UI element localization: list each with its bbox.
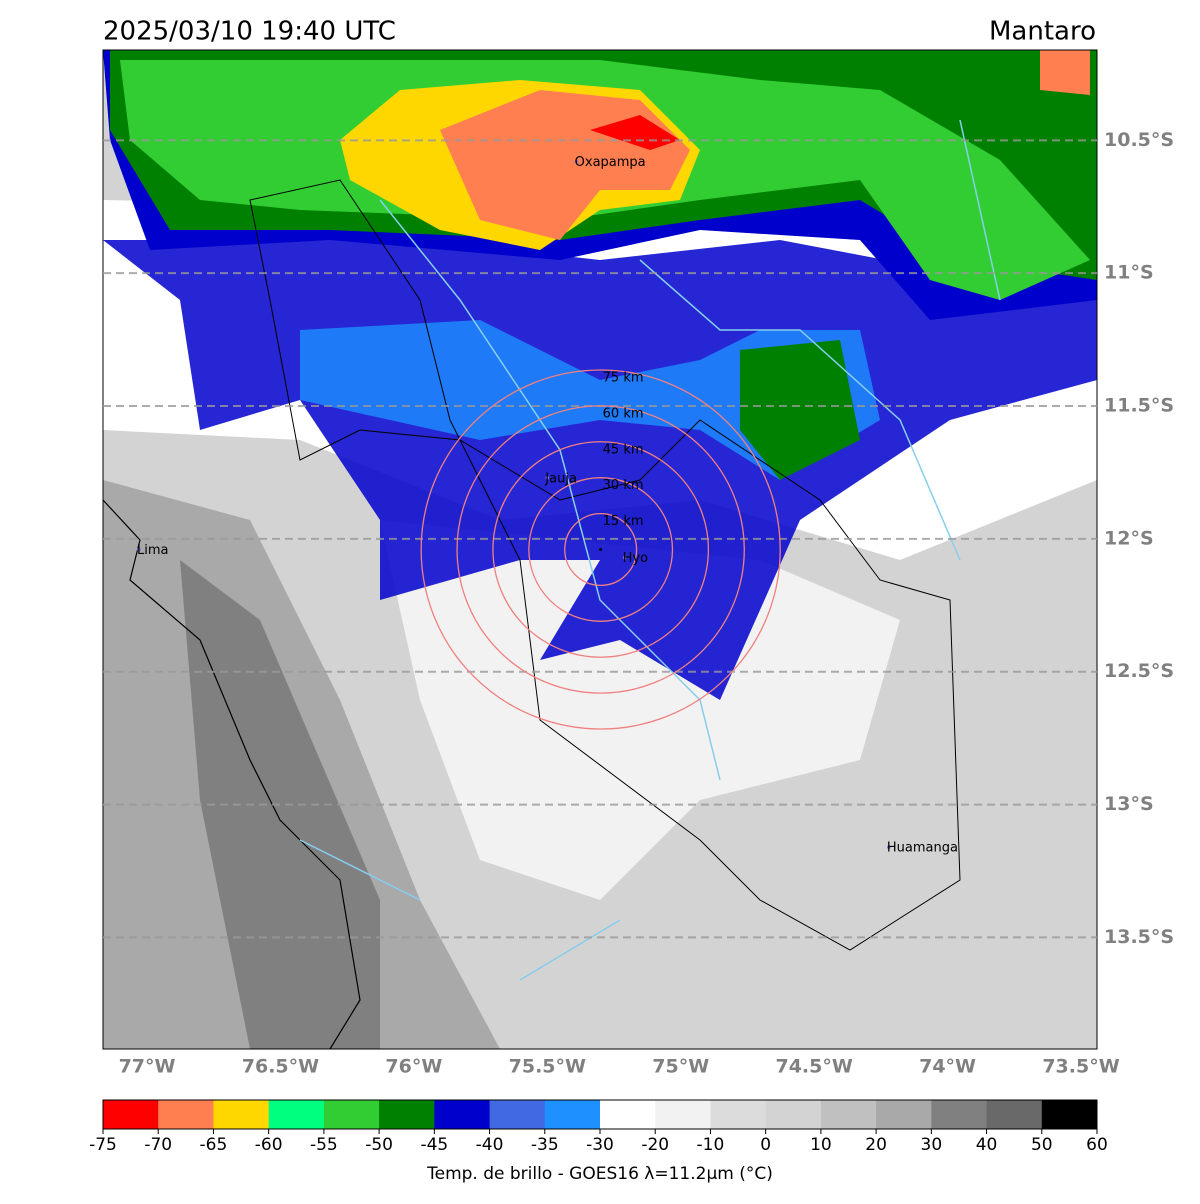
lat-label: 13°S <box>1104 793 1154 815</box>
colorbar-tick-label: -70 <box>144 1135 172 1155</box>
colorbar-bin <box>931 1100 988 1129</box>
lon-label: 76.5°W <box>242 1056 319 1078</box>
colorbar-bin <box>213 1100 270 1129</box>
colorbar-tick-label: -10 <box>697 1135 725 1155</box>
city-label: Jauja <box>544 471 577 486</box>
region: Mantaro <box>989 17 1096 47</box>
lon-label: 74°W <box>919 1056 976 1078</box>
colorbar-label: Temp. de brillo - GOES16 λ=11.2μm (°C) <box>426 1164 773 1184</box>
colorbar-tick-label: 0 <box>760 1135 771 1155</box>
ring-center <box>599 548 603 551</box>
lon-label: 75°W <box>652 1056 709 1078</box>
colorbar-bin <box>876 1100 932 1129</box>
colorbar-tick-label: -65 <box>200 1135 228 1155</box>
colorbar-bin <box>158 1100 214 1129</box>
colorbar-tick-label: -55 <box>310 1135 338 1155</box>
city-label: Lima <box>137 543 168 558</box>
colorbar-bin <box>765 1100 822 1129</box>
lon-label: 75.5°W <box>509 1056 586 1078</box>
colorbar-bin <box>710 1100 767 1129</box>
map-frame <box>102 49 1098 1050</box>
colorbar-tick-label: -45 <box>420 1135 448 1155</box>
ring-label: 60 km <box>603 406 644 421</box>
colorbar-tick-label: 40 <box>976 1135 998 1155</box>
colorbar-bin <box>489 1100 546 1129</box>
colorbar-bin <box>820 1100 877 1129</box>
city-dot <box>574 159 579 164</box>
range-ring <box>492 441 710 658</box>
range-ring <box>456 405 745 694</box>
colorbar-bin <box>323 1100 380 1129</box>
lon-label: 76°W <box>385 1056 442 1078</box>
colorbar-tick-label: -40 <box>476 1135 504 1155</box>
range-ring <box>564 512 638 587</box>
lat-label: 11°S <box>1104 262 1154 284</box>
city-label: Huamanga <box>887 841 958 856</box>
city-dot <box>622 555 627 560</box>
lat-label: 10.5°S <box>1104 129 1174 151</box>
colorbar-bin <box>434 1100 491 1129</box>
colorbar-tick-label: -50 <box>365 1135 393 1155</box>
colorbar-bin <box>986 1100 1043 1129</box>
colorbar-bin <box>103 1100 159 1129</box>
colorbar-tick-label: 20 <box>865 1135 887 1155</box>
colorbar-tick-label: 30 <box>921 1135 943 1155</box>
city-label: Oxapampa <box>575 155 646 170</box>
ring-label: 30 km <box>603 478 644 493</box>
range-ring <box>528 477 674 622</box>
lat-label: 12°S <box>1104 527 1154 549</box>
colorbar-tick-label: -20 <box>641 1135 669 1155</box>
lat-label: 13.5°S <box>1104 926 1174 948</box>
lat-label: 11.5°S <box>1104 395 1174 417</box>
title: 2025/03/10 19:40 UTC <box>103 17 396 47</box>
colorbar-tick-label: 60 <box>1086 1135 1108 1155</box>
lat-label: 12.5°S <box>1104 660 1174 682</box>
colorbar-tick-label: -30 <box>586 1135 614 1155</box>
ring-label: 15 km <box>603 514 644 529</box>
colorbar-bin <box>544 1100 601 1129</box>
lon-label: 73.5°W <box>1042 1056 1119 1078</box>
colorbar-bin <box>268 1100 325 1129</box>
lon-label: 74.5°W <box>775 1056 852 1078</box>
ring-label: 75 km <box>603 370 644 385</box>
ring-label: 45 km <box>603 442 644 457</box>
city-dot <box>137 547 141 552</box>
range-ring <box>420 369 781 730</box>
colorbar-bin <box>379 1100 435 1129</box>
colorbar-tick-label: -60 <box>255 1135 283 1155</box>
colorbar-bin <box>1041 1100 1098 1129</box>
lon-label: 77°W <box>119 1056 176 1078</box>
colorbar-tick-label: 50 <box>1031 1135 1053 1155</box>
colorbar-tick-label: -35 <box>531 1135 559 1155</box>
imagery <box>103 50 1097 1049</box>
colorbar-tick-label: 10 <box>810 1135 832 1155</box>
city-dot <box>545 475 550 480</box>
colorbar-bin <box>655 1100 711 1129</box>
colorbar-bin <box>600 1100 656 1129</box>
city-label: Hyo <box>623 551 648 566</box>
city-dot <box>887 845 891 849</box>
colorbar-tick-label: -75 <box>89 1135 117 1155</box>
